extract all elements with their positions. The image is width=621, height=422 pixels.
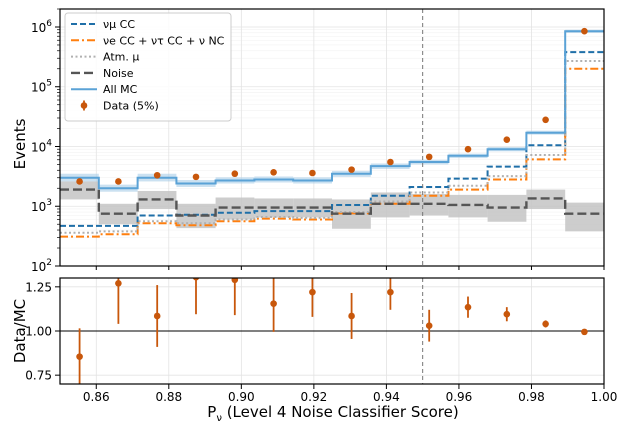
data-point bbox=[192, 173, 200, 181]
ratio-point bbox=[76, 353, 83, 360]
data-point bbox=[503, 136, 511, 143]
bottom-y-tick-label: 0.75 bbox=[25, 369, 52, 383]
data-point bbox=[115, 178, 122, 185]
x-axis-label-suffix: (Level 4 Noise Classifier Score) bbox=[222, 403, 459, 421]
band-noise-bin bbox=[487, 194, 527, 222]
top-y-tick-label: 105 bbox=[31, 79, 52, 95]
legend-label: All MC bbox=[103, 83, 138, 96]
ratio-point bbox=[192, 278, 200, 281]
data-point bbox=[464, 145, 472, 153]
top-panel: 102 103 104 105 106 νμ CC νe CC + ντ CC + ν NC… bbox=[31, 8, 605, 274]
top-frame bbox=[59, 8, 605, 267]
legend-label: νμ CC bbox=[103, 18, 135, 31]
ratio-point bbox=[309, 288, 316, 296]
top-y-tick-exponent: 2 bbox=[46, 258, 52, 268]
top-y-tick-exponent: 5 bbox=[46, 79, 52, 89]
top-y-tick-label: 104 bbox=[31, 138, 52, 154]
ratio-point bbox=[387, 288, 394, 296]
bottom-y-axis-label: Data/MC bbox=[11, 299, 29, 363]
x-axis-label-prefix: P bbox=[207, 403, 216, 421]
ratio-point bbox=[231, 278, 239, 284]
ratio-point bbox=[542, 320, 549, 328]
band-noise-bin bbox=[565, 202, 604, 232]
bottom-plot bbox=[76, 278, 588, 384]
data-point bbox=[270, 168, 277, 176]
ratio-point bbox=[425, 322, 433, 330]
series-line-atm- bbox=[60, 59, 604, 234]
legend-box bbox=[64, 12, 232, 122]
bottom-x-tick-label: 1.00 bbox=[591, 390, 618, 404]
data-point bbox=[153, 171, 161, 179]
legend: νμ CC νe CC + ντ CC + ν NC Atm. μ Noise All … bbox=[64, 12, 232, 122]
bottom-y-tick-label: 1.00 bbox=[25, 325, 52, 339]
legend-swatch-point bbox=[80, 102, 88, 109]
bottom-x-tick-label: 0.96 bbox=[446, 390, 473, 404]
top-y-tick-exponent: 3 bbox=[46, 198, 52, 208]
bottom-x-tick-label: 0.86 bbox=[83, 390, 110, 404]
bottom-panel: 0.75 1.00 1.25 0.86 0.88 0.90 0.92 0.94 0.96 0.98… bbox=[25, 277, 618, 404]
data-point bbox=[76, 178, 83, 185]
bottom-y-tick-label: 1.25 bbox=[25, 280, 52, 294]
series-line-noise bbox=[60, 188, 604, 217]
bottom-x-tick-label: 0.88 bbox=[155, 390, 182, 404]
data-point bbox=[348, 166, 355, 173]
top-y-axis-label: Events bbox=[11, 118, 29, 169]
bottom-x-tick-label: 0.94 bbox=[373, 390, 400, 404]
ratio-point bbox=[153, 312, 161, 320]
legend-label: νe CC + ντ CC + ν NC bbox=[103, 34, 225, 47]
legend-label: Noise bbox=[103, 67, 134, 80]
top-y-tick-exponent: 4 bbox=[46, 138, 52, 148]
legend-label: Data (5%) bbox=[103, 100, 159, 113]
x-axis-label-sub: ν bbox=[216, 413, 222, 422]
bottom-x-tick-label: 0.98 bbox=[518, 390, 545, 404]
data-point bbox=[425, 153, 433, 161]
ratio-point bbox=[115, 280, 122, 287]
ratio-point bbox=[503, 310, 511, 318]
top-y-tick-label: 102 bbox=[31, 258, 52, 274]
ratio-point bbox=[348, 312, 355, 320]
top-y-tick-label: 106 bbox=[31, 19, 52, 35]
ratio-point bbox=[464, 303, 472, 311]
data-point bbox=[542, 116, 549, 124]
top-y-tick-exponent: 6 bbox=[46, 19, 52, 29]
top-plot bbox=[60, 27, 604, 238]
data-point bbox=[231, 170, 239, 178]
x-axis-label: Pν (Level 4 Noise Classifier Score) bbox=[207, 403, 458, 422]
legend-label: Atm. μ bbox=[103, 51, 139, 64]
data-point bbox=[581, 27, 588, 35]
data-point bbox=[387, 158, 394, 166]
data-point bbox=[309, 169, 316, 177]
bottom-x-tick-label: 0.90 bbox=[228, 390, 255, 404]
bottom-x-tick-label: 0.92 bbox=[301, 390, 328, 404]
ratio-point bbox=[581, 328, 588, 336]
top-y-tick-label: 103 bbox=[31, 198, 52, 214]
ratio-point bbox=[270, 300, 277, 307]
